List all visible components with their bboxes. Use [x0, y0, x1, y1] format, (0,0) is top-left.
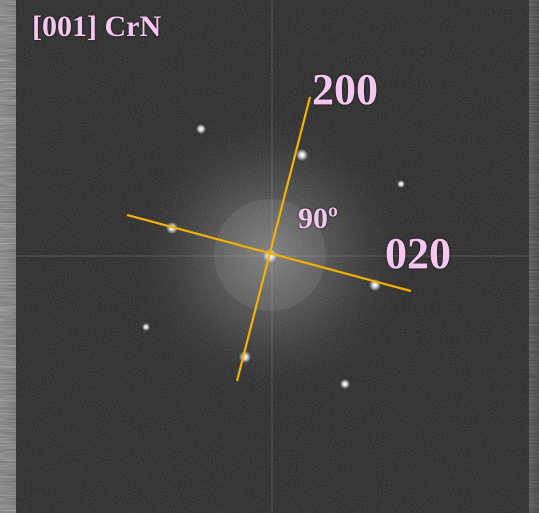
right-texture-noise — [529, 0, 539, 513]
angle-label: 90º — [298, 202, 338, 235]
pattern-title: [001] CrN — [32, 10, 162, 43]
spot-lower-left — [142, 323, 150, 331]
spot-200 — [296, 149, 308, 161]
spot-right-upper — [397, 180, 405, 188]
spot-lower-right — [340, 379, 350, 389]
plane-200-label: 200 — [312, 65, 378, 114]
plane-020-label: 020 — [385, 229, 451, 278]
spot-upper-left — [196, 124, 206, 134]
line-020-direction — [126, 213, 412, 293]
left-texture-noise — [0, 0, 16, 513]
line-200-direction — [235, 96, 312, 382]
